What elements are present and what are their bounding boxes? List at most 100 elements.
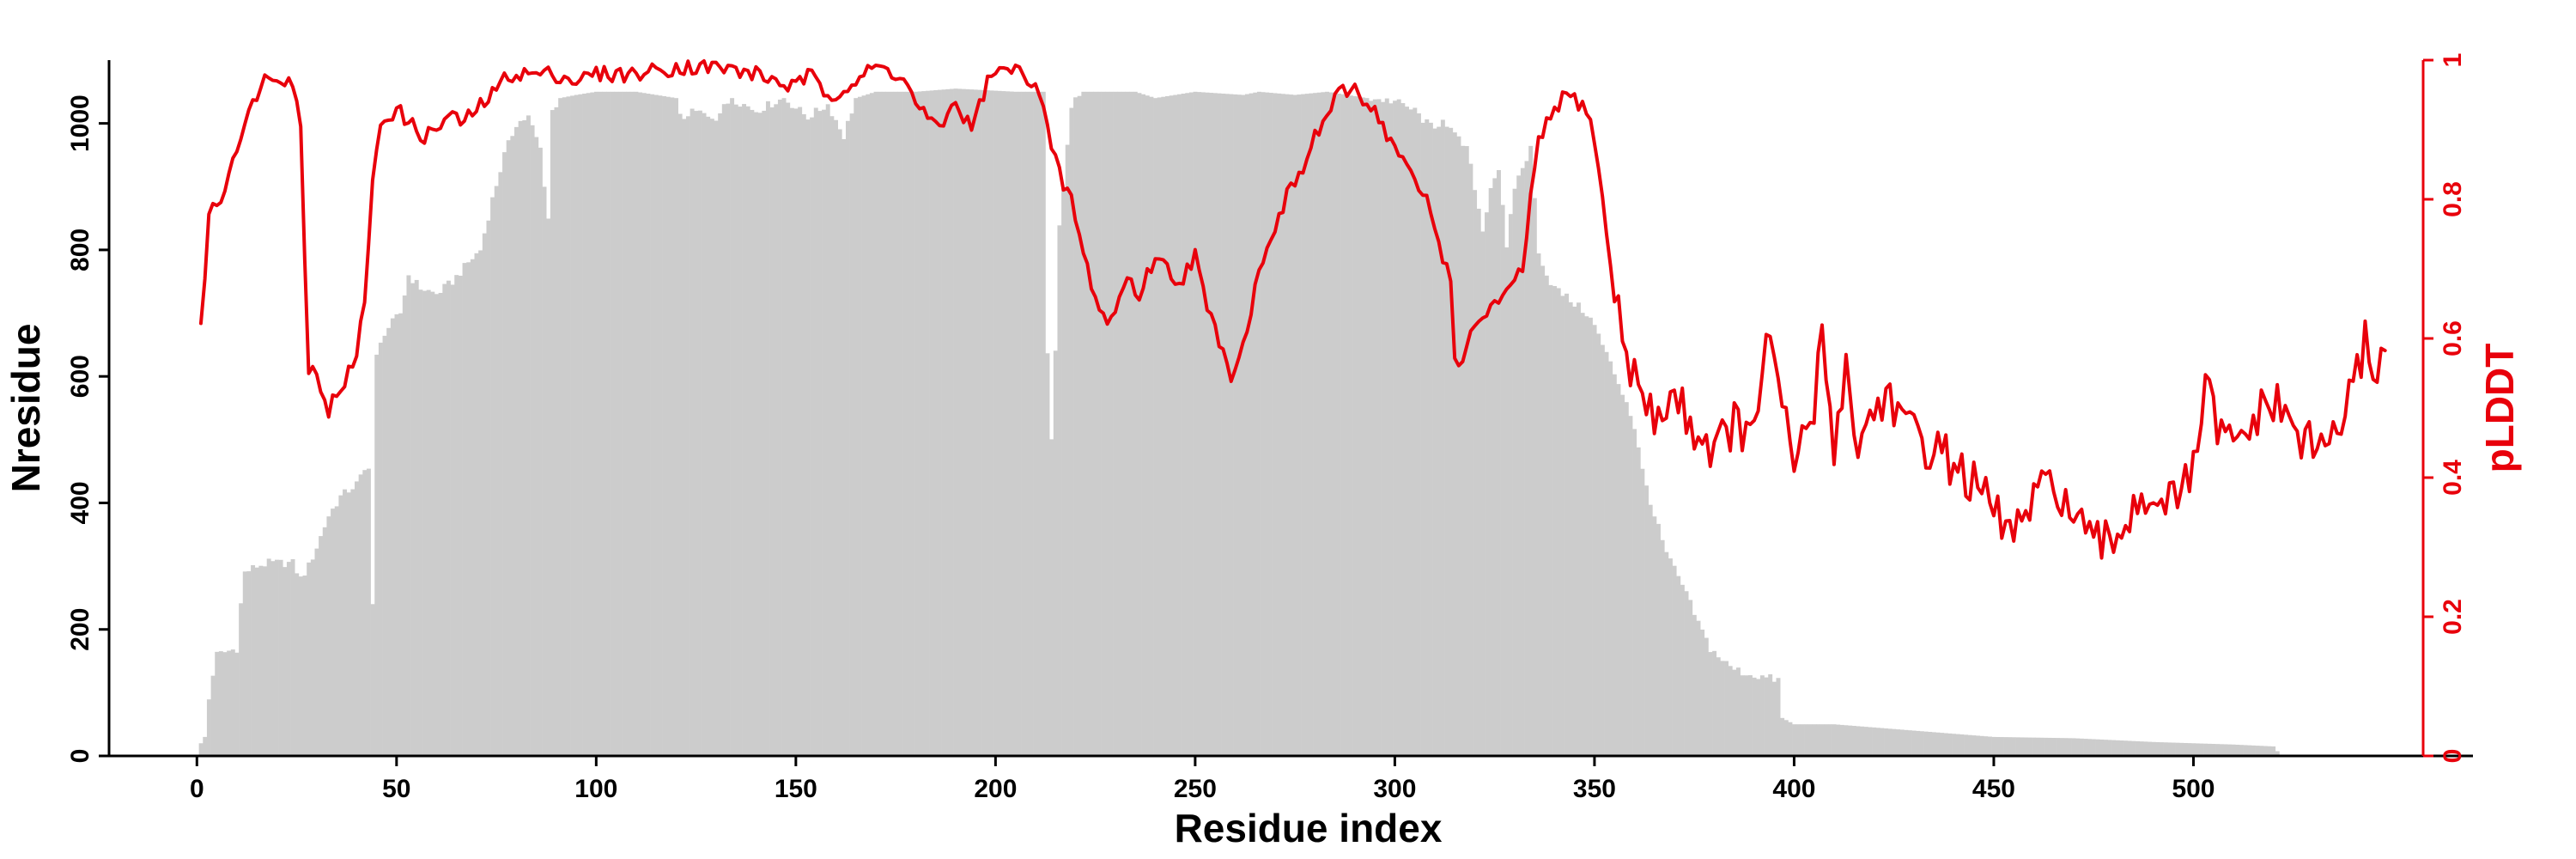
bar [1596,333,1601,756]
bar [2136,740,2140,756]
bar [2175,742,2180,756]
bar [1145,95,1150,757]
bar [1580,313,1585,756]
bar [1616,384,1621,756]
bar [1301,94,1306,756]
bar [1041,91,1046,756]
bar [917,91,922,756]
bar [665,96,671,756]
bar [1125,91,1130,756]
bar [1033,91,1038,756]
bar [1265,92,1270,756]
bar [765,101,770,757]
bar [1991,736,1996,756]
bar [1676,576,1681,756]
bar [1444,126,1449,756]
bar [1976,735,1980,756]
bar [442,283,447,756]
bar [1384,98,1389,756]
bar [1880,728,1885,756]
x-tick-label: 0 [190,775,204,803]
bar [258,565,264,756]
x-axis-title: Residue index [1175,806,1443,850]
bar [2079,738,2084,756]
bar [1197,92,1202,757]
bar [1887,728,1893,756]
bar [769,107,775,757]
bar [1345,94,1350,756]
bar [822,109,827,756]
bar [254,567,259,756]
bar [1568,302,1573,756]
bar [993,90,998,757]
bar [366,468,371,756]
bar [1795,724,1801,756]
bar [550,110,555,756]
y2-tick-label: 0.4 [2439,460,2467,496]
bar [745,106,750,757]
bar [2047,737,2052,756]
bar [326,516,331,756]
y2-ticks: 0 0.2 0.4 0.6 0.8 1 [2423,53,2467,764]
bar [825,104,830,756]
bar [1907,730,1912,756]
bar [278,559,283,756]
bar [1456,136,1461,756]
bar [890,91,895,756]
bar [578,94,583,756]
bar [1217,93,1222,756]
bar [1940,733,1945,756]
bar [1496,170,1501,756]
bar [813,107,818,756]
bar [506,140,511,757]
bar [310,559,315,756]
bar [1233,94,1238,756]
bar [726,103,731,757]
bar [1476,208,1481,757]
bar [1492,178,1498,756]
bar [1892,728,1897,756]
bar [430,291,435,756]
bar [1979,735,1984,756]
bar [1005,91,1010,756]
axes [107,60,2473,758]
bar [1432,128,1437,756]
y2-tick-label: 1 [2439,53,2467,68]
bar [1552,286,1558,756]
bar [1388,103,1394,757]
bar [2044,737,2049,756]
bar [629,91,635,756]
bar [1768,673,1773,756]
bar [602,91,607,756]
bar [1241,94,1246,756]
y2-tick-label: 0 [2439,749,2467,764]
bar [1400,103,1406,757]
bar [1277,93,1282,757]
bar [2035,737,2040,756]
bar [1747,675,1753,756]
bar [1564,293,1569,756]
bar [1776,678,1781,756]
bar [2191,743,2196,756]
bar [410,283,416,756]
bar [1752,677,1757,756]
bar [634,91,639,756]
bar [2087,739,2093,756]
bar [1844,725,1849,756]
bar [810,117,815,756]
x-tick-label: 50 [382,775,410,803]
bar [1464,146,1469,757]
bar [514,126,519,756]
bar [1620,394,1625,756]
x-tick-label: 500 [2172,775,2215,803]
bar [1612,374,1617,756]
bar [1029,91,1034,756]
bar [2039,737,2044,756]
bar [1221,93,1226,757]
bar [1045,353,1050,756]
bar [2187,743,2192,756]
bar [738,107,743,756]
bar [1608,361,1613,756]
bar [949,88,954,756]
bar [1512,188,1517,757]
